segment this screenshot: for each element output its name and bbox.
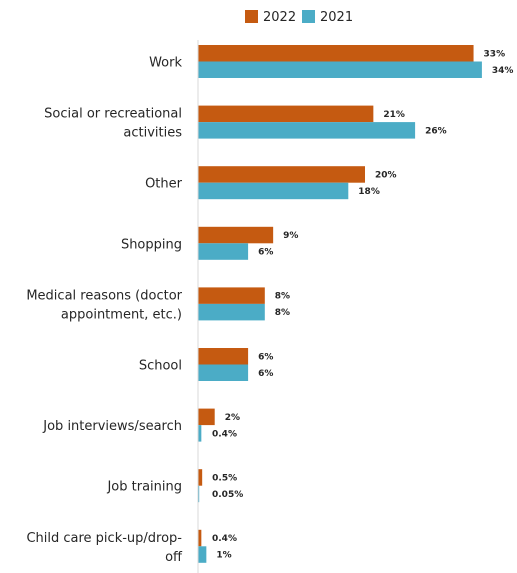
legend: 2022 2021 — [245, 10, 353, 25]
data-label-2021: 8% — [275, 308, 290, 318]
bar-2022 — [198, 529, 202, 547]
category-label: Shopping — [121, 237, 182, 252]
data-label-2022: 6% — [258, 352, 273, 362]
data-label-2021: 6% — [258, 369, 273, 379]
category-label: Job interviews/search — [42, 419, 182, 434]
category-label: School — [139, 359, 182, 374]
bar-2021 — [198, 122, 416, 139]
bars — [198, 45, 482, 563]
bar-2022 — [198, 105, 374, 123]
bar-2022 — [198, 408, 215, 426]
category-label: Work — [149, 56, 182, 71]
category-labels: Work Social or recreational activities Othe… — [26, 56, 183, 565]
data-label-2022: 2% — [225, 413, 240, 423]
data-label-2022: 20% — [375, 170, 397, 180]
data-label-2022: 8% — [275, 292, 290, 302]
category-label: Child care pick-up/drop- — [26, 531, 182, 546]
data-label-2022: 21% — [383, 110, 405, 120]
legend-label-2022: 2022 — [263, 10, 296, 25]
bar-2021 — [198, 182, 349, 200]
bar-2022 — [198, 226, 274, 244]
data-label-2022: 33% — [484, 49, 506, 59]
data-label-2022: 9% — [283, 231, 298, 241]
data-label-2022: 0.5% — [212, 473, 237, 483]
bar-2022 — [198, 287, 265, 304]
data-label-2021: 26% — [425, 126, 447, 136]
data-label-2021: 6% — [258, 248, 273, 258]
category-label: appointment, etc.) — [61, 307, 182, 322]
data-label-2022: 0.4% — [212, 534, 237, 544]
bar-2022 — [198, 45, 474, 62]
bar-2021 — [198, 243, 249, 260]
category-label: off — [165, 550, 183, 565]
bar-2022 — [198, 348, 249, 365]
bar-2021 — [198, 425, 202, 442]
legend-swatch-2022 — [245, 10, 258, 23]
data-label-2021: 1% — [216, 551, 231, 561]
bar-2021 — [198, 61, 482, 78]
category-label: activities — [123, 126, 182, 141]
data-label-2021: 0.4% — [212, 429, 237, 439]
data-label-2021: 0.05% — [212, 490, 243, 500]
legend-label-2021: 2021 — [320, 10, 353, 25]
category-label: Other — [145, 177, 183, 192]
data-label-2021: 18% — [358, 187, 380, 197]
category-label: Job training — [106, 480, 182, 495]
bar-2021 — [198, 485, 200, 503]
bar-2022 — [198, 166, 365, 183]
bar-2022 — [198, 469, 203, 486]
value-labels: 33% 34% 21% 26% 20% 18% 9% 6% 8% 8% 6% 6% 2% 0.4% 0.5%… — [212, 49, 513, 560]
category-label: Medical reasons (doctor — [26, 288, 182, 303]
bar-2021 — [198, 546, 207, 563]
legend-swatch-2021 — [302, 10, 315, 23]
data-label-2021: 34% — [492, 66, 514, 76]
category-label: Social or recreational — [44, 107, 182, 122]
bar-2021 — [198, 364, 249, 381]
bar-2021 — [198, 303, 265, 321]
